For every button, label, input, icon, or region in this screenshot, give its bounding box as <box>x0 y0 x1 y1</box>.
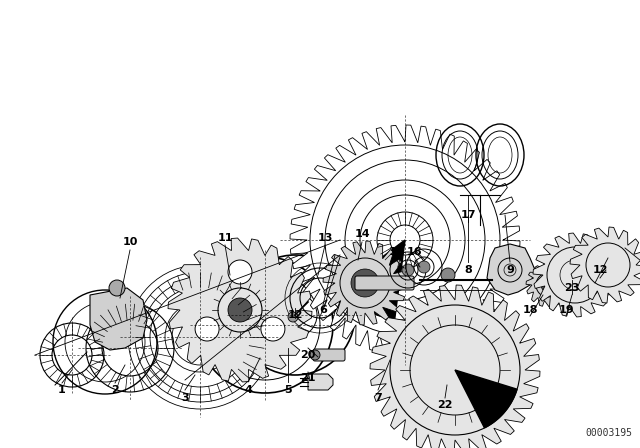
Text: 14: 14 <box>354 229 370 239</box>
Text: 5: 5 <box>284 385 292 395</box>
Text: 12: 12 <box>592 265 608 275</box>
Polygon shape <box>323 241 407 325</box>
Polygon shape <box>308 374 333 390</box>
Text: 11: 11 <box>217 233 233 243</box>
Polygon shape <box>341 240 405 319</box>
Circle shape <box>402 264 414 276</box>
Text: 22: 22 <box>437 400 452 410</box>
Polygon shape <box>570 227 640 303</box>
Circle shape <box>288 312 298 322</box>
Text: 2: 2 <box>111 385 119 395</box>
Polygon shape <box>168 238 312 382</box>
Text: 00003195: 00003195 <box>585 428 632 438</box>
Text: 18: 18 <box>522 305 538 315</box>
Circle shape <box>441 268 455 282</box>
Circle shape <box>228 298 252 322</box>
Circle shape <box>261 317 285 341</box>
Text: 8: 8 <box>464 265 472 275</box>
Text: 21: 21 <box>300 373 316 383</box>
Text: 1: 1 <box>58 385 66 395</box>
Polygon shape <box>370 285 540 448</box>
Circle shape <box>541 278 555 292</box>
Polygon shape <box>526 263 570 307</box>
Text: 23: 23 <box>564 283 580 293</box>
Circle shape <box>228 260 252 284</box>
Text: 3: 3 <box>181 393 189 403</box>
Circle shape <box>195 317 219 341</box>
Circle shape <box>418 261 430 273</box>
Text: 9: 9 <box>506 265 514 275</box>
Text: 4: 4 <box>244 385 252 395</box>
Text: 15: 15 <box>388 247 404 257</box>
Text: 6: 6 <box>319 305 327 315</box>
Circle shape <box>351 269 379 297</box>
Polygon shape <box>290 125 520 355</box>
Text: 16: 16 <box>407 247 423 257</box>
Circle shape <box>310 350 320 360</box>
Text: 19: 19 <box>558 305 574 315</box>
Polygon shape <box>533 233 617 317</box>
Polygon shape <box>557 263 593 303</box>
Text: 20: 20 <box>300 350 316 360</box>
Text: 12: 12 <box>287 310 303 320</box>
Polygon shape <box>487 244 535 295</box>
FancyBboxPatch shape <box>313 349 345 361</box>
Polygon shape <box>90 288 147 350</box>
Text: 17: 17 <box>460 210 476 220</box>
Text: 13: 13 <box>317 233 333 243</box>
Polygon shape <box>455 370 517 428</box>
Circle shape <box>109 280 125 296</box>
FancyBboxPatch shape <box>355 276 414 290</box>
Text: 7: 7 <box>374 393 382 403</box>
Text: 10: 10 <box>122 237 138 247</box>
